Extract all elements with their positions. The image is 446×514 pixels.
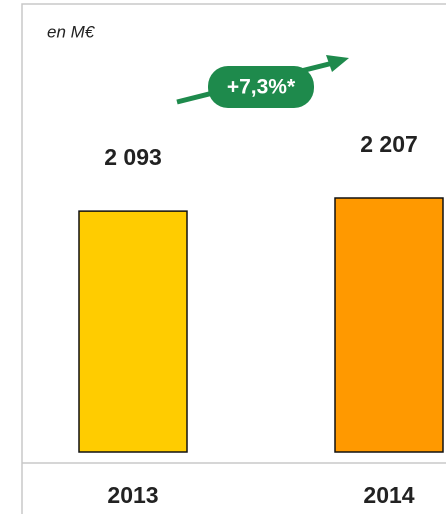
bar [78, 210, 188, 453]
annotation-badge [208, 66, 314, 108]
chart-subtitle: en M€ [47, 22, 96, 41]
x-tick-label: 2014 [363, 482, 414, 508]
arrow-head [326, 55, 349, 72]
bar [334, 197, 444, 453]
growth-arrow: +7,3%* [176, 55, 349, 108]
value-label: 2 207 [360, 131, 418, 157]
frame [21, 3, 446, 514]
annotation: +7,3%* [227, 76, 296, 99]
x-tick-label: 2013 [107, 482, 158, 508]
value-label: 2 093 [104, 144, 162, 170]
